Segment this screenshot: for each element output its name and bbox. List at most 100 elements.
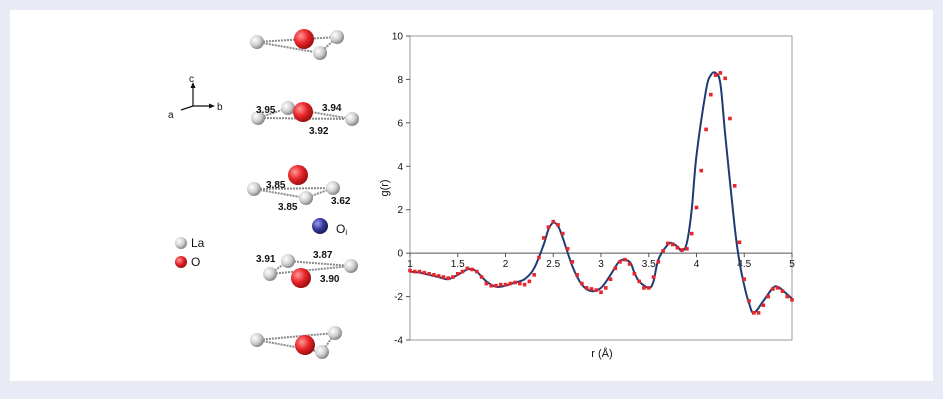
data-point <box>522 282 527 287</box>
data-point <box>432 273 436 277</box>
o-legend-label: O <box>191 255 200 269</box>
data-point <box>627 262 632 266</box>
data-point <box>455 271 460 276</box>
data-point <box>623 257 627 262</box>
data-point <box>451 275 455 279</box>
distance-label: 3.90 <box>320 274 340 285</box>
data-point <box>718 71 723 75</box>
data-point <box>565 247 570 251</box>
x-tick-label: 4 <box>694 259 700 270</box>
data-point <box>766 294 770 299</box>
data-point <box>752 311 756 315</box>
data-point <box>532 273 536 277</box>
layer-4: 3.91 3.87 3.90 <box>256 250 358 288</box>
data-point <box>518 281 522 286</box>
data-point <box>475 269 479 274</box>
data-point <box>685 247 689 251</box>
data-point <box>489 283 493 288</box>
oi-atom <box>312 218 328 234</box>
x-tick-label: 2 <box>503 259 509 270</box>
data-point <box>470 267 474 272</box>
o-atom <box>294 29 314 49</box>
data-point <box>713 73 718 77</box>
data-point <box>594 288 599 292</box>
y-tick-label: 2 <box>397 205 403 216</box>
data-point <box>589 287 594 291</box>
x-tick-label: 1.5 <box>451 259 465 270</box>
data-point <box>732 184 737 188</box>
data-point <box>747 299 751 303</box>
y-tick-label: 6 <box>397 118 403 129</box>
data-point <box>575 273 579 277</box>
a-axis-line <box>180 105 194 111</box>
data-point <box>503 282 508 287</box>
x-tick-label: 1 <box>407 259 413 270</box>
layer-3: 3.85 3.85 3.62 Oi <box>247 165 351 237</box>
data-point <box>709 92 713 97</box>
data-point <box>513 280 517 285</box>
distance-label: 3.87 <box>313 250 333 261</box>
data-point <box>656 260 661 264</box>
data-point <box>446 276 450 280</box>
data-point <box>508 281 513 286</box>
data-point <box>551 219 556 224</box>
layer-5 <box>250 326 342 359</box>
data-point <box>460 269 465 274</box>
data-point <box>666 241 670 246</box>
distance-label: 3.62 <box>331 196 351 207</box>
data-point <box>436 274 441 278</box>
la-atom <box>328 326 342 340</box>
x-tick-label: 3.5 <box>642 259 656 270</box>
y-tick-label: -2 <box>394 292 403 303</box>
data-point <box>632 271 637 276</box>
data-point <box>785 294 790 299</box>
x-tick-label: 4.5 <box>737 259 751 270</box>
structure-legend: La O <box>175 236 205 269</box>
la-atom <box>344 259 358 273</box>
distance-label: 3.91 <box>256 254 276 265</box>
a-axis-label: a <box>168 110 174 121</box>
y-tick-label: 4 <box>397 162 403 173</box>
la-atom <box>281 101 295 115</box>
data-point <box>537 255 541 260</box>
data-point <box>699 168 704 173</box>
data-point <box>670 242 675 247</box>
y-tick-label: -4 <box>394 336 403 347</box>
data-point <box>527 279 532 284</box>
x-tick-label: 3 <box>598 259 604 270</box>
la-atom <box>299 191 313 205</box>
data-point <box>761 303 766 308</box>
la-atom <box>330 30 344 44</box>
la-atom <box>250 35 264 49</box>
b-arrow-icon <box>209 103 215 109</box>
data-point <box>675 245 680 250</box>
data-point <box>441 275 446 279</box>
data-point <box>427 271 431 276</box>
o-atom <box>293 102 313 122</box>
layer-2: 3.95 3.94 3.92 <box>251 101 359 137</box>
fit-line <box>409 71 793 314</box>
o-atom <box>295 335 315 355</box>
data-point <box>599 290 603 295</box>
data-point <box>608 277 613 281</box>
la-atom <box>263 267 277 281</box>
data-point <box>737 240 742 245</box>
la-atom <box>326 181 340 195</box>
la-atom <box>281 254 295 268</box>
data-point <box>465 266 470 271</box>
data-point <box>494 283 498 288</box>
data-point <box>422 270 427 275</box>
y-tick-label: 0 <box>397 249 403 260</box>
x-ticks: 1 1.5 2 2.5 3 3.5 4 4.5 5 <box>407 253 795 270</box>
data-point <box>484 281 489 286</box>
data-point <box>651 275 656 279</box>
o-legend-icon <box>175 256 187 268</box>
data-point <box>771 287 775 291</box>
data-point <box>584 286 589 290</box>
data-point <box>570 260 575 264</box>
data-point <box>642 286 646 290</box>
distance-label: 3.95 <box>256 105 276 116</box>
c-axis-label: c <box>189 74 194 85</box>
distance-label: 3.92 <box>309 126 329 137</box>
